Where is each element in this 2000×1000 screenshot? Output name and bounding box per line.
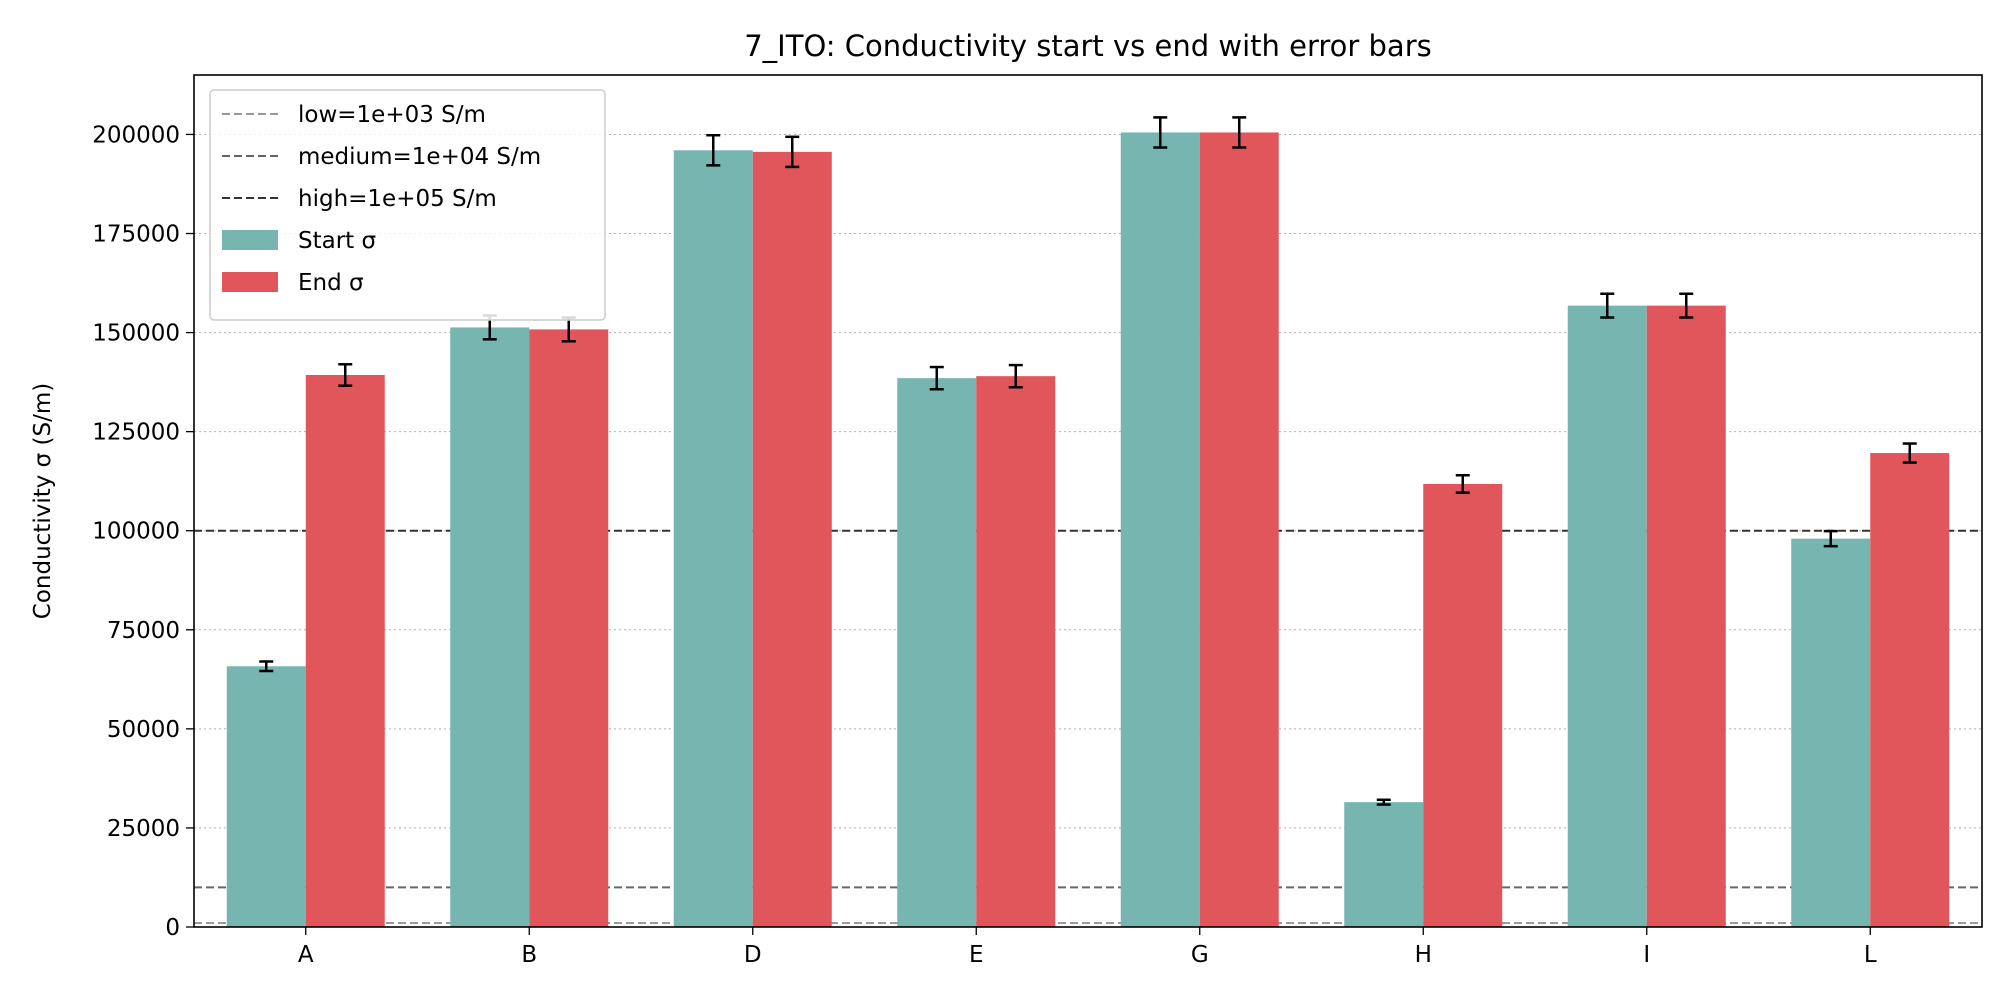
legend-label: End σ	[298, 270, 364, 296]
bar	[1646, 305, 1726, 928]
legend-label: high=1e+05 S/m	[298, 186, 497, 212]
x-tick-label: G	[1191, 942, 1209, 968]
bar	[897, 378, 977, 927]
x-tick-label: D	[744, 942, 762, 968]
bar	[976, 376, 1056, 927]
bar	[673, 150, 753, 927]
x-tick-label: A	[298, 942, 314, 968]
chart-title: 7_ITO: Conductivity start vs end with er…	[744, 29, 1432, 63]
bar	[529, 329, 609, 928]
bar	[1423, 483, 1503, 927]
bar	[1344, 802, 1424, 927]
y-tick-label: 150000	[92, 321, 180, 347]
y-tick-label: 200000	[92, 122, 180, 148]
x-tick-label: I	[1643, 942, 1650, 968]
legend-box	[209, 89, 606, 321]
legend-label: medium=1e+04 S/m	[298, 144, 541, 170]
x-tick-label: E	[969, 942, 984, 968]
bar	[752, 151, 832, 927]
bar	[305, 374, 385, 927]
bar	[1567, 305, 1647, 928]
error-bars	[259, 116, 1917, 806]
y-tick-label: 25000	[107, 816, 180, 842]
y-axis-ticks: 0 25000 50000 75000 100000 125000 150000 175000…	[92, 122, 194, 941]
y-tick-label: 175000	[92, 222, 180, 248]
bar	[1120, 132, 1200, 928]
bar	[1791, 538, 1871, 927]
y-tick-label: 125000	[92, 420, 180, 446]
legend: low=1e+03 S/m medium=1e+04 S/m high=1e+05 …	[209, 89, 606, 321]
legend-color-swatch	[222, 230, 278, 250]
y-tick-label: 50000	[107, 717, 180, 743]
bar	[226, 666, 306, 927]
x-tick-label: H	[1415, 942, 1432, 968]
bar	[450, 327, 530, 927]
plot-frame	[193, 74, 1983, 928]
y-tick-label: 100000	[92, 519, 180, 545]
y-axis-title: Conductivity σ (S/m)	[30, 383, 56, 619]
bar	[1870, 453, 1950, 927]
x-tick-label: L	[1864, 942, 1877, 968]
y-tick-label: 0	[165, 915, 180, 941]
bar	[1199, 132, 1279, 928]
legend-label: Start σ	[298, 228, 376, 254]
bars	[226, 132, 1950, 928]
x-tick-label: B	[521, 942, 537, 968]
y-tick-label: 75000	[107, 618, 180, 644]
legend-label: low=1e+03 S/m	[298, 102, 486, 128]
legend-color-swatch	[222, 272, 278, 292]
